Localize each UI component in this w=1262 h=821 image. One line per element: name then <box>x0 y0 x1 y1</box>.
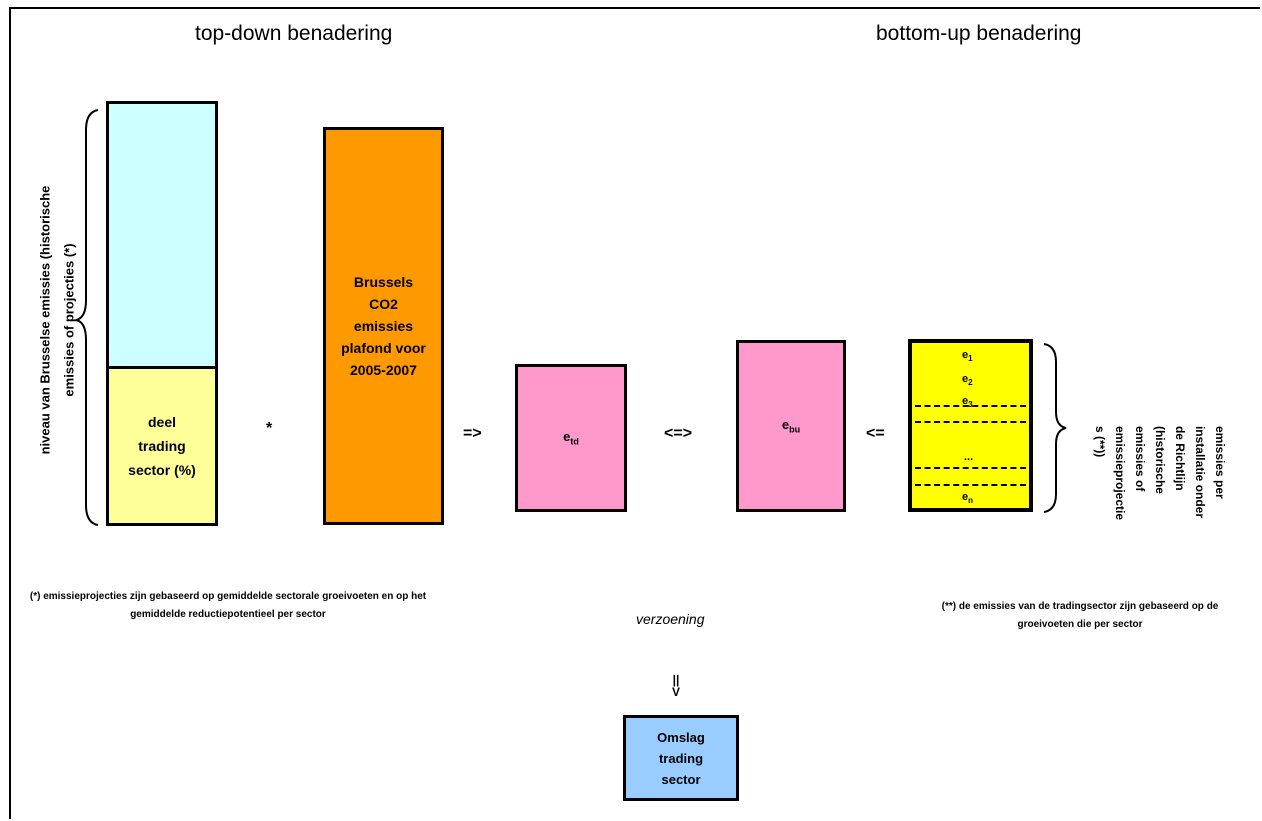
equivalence-arrow: <=> <box>664 425 693 442</box>
installation-row-5: en <box>962 491 974 506</box>
divider-4 <box>915 484 1026 486</box>
e-td-label: etd <box>563 429 579 447</box>
left-footnote: (*) emissieprojecties zijn gebaseerd op … <box>29 591 427 620</box>
diagram-frame <box>9 7 1260 819</box>
left-axis-line1: niveau van Brusselse emissies (historisc… <box>37 185 52 455</box>
installation-row-2: e2 <box>962 373 973 388</box>
right-axis-line3: de Richtlijn <box>1173 425 1187 491</box>
trading-sector-allocation-box: Omslag trading sector <box>623 715 739 801</box>
divider-3 <box>915 467 1026 469</box>
top-down-emissions-box: etd <box>515 364 627 512</box>
down-arrow-shaft: || <box>672 673 680 687</box>
right-axis-line4: (historische <box>1153 425 1167 494</box>
from-right-arrow: <= <box>866 425 885 442</box>
right-axis-line7: s (**)) <box>1093 425 1107 458</box>
trading-share-block: deel trading sector (%) <box>106 366 218 526</box>
divider-1 <box>915 405 1026 407</box>
multiply-symbol: * <box>266 420 273 437</box>
implies-arrow: => <box>463 425 482 442</box>
historical-emissions-block <box>106 101 218 369</box>
ceiling-line4: plafond voor <box>341 340 426 356</box>
title-bottom-up: bottom-up benadering <box>876 22 1082 45</box>
down-arrow: || V <box>672 674 680 698</box>
ceiling-line5: 2005-2007 <box>350 362 417 378</box>
right-axis-line5: emissies of <box>1133 425 1147 492</box>
installation-row-1: e1 <box>962 349 973 364</box>
left-brace <box>75 109 99 526</box>
e-bu-label: ebu <box>781 417 801 435</box>
result-line3: sector <box>661 771 701 787</box>
right-footnote: (**) de emissies van de tradingsector zi… <box>941 601 1219 630</box>
installations-box: e1 e2 e3 ... en <box>908 339 1033 512</box>
co2-ceiling-box: Brussels CO2 emissies plafond voor 2005-… <box>323 127 444 525</box>
down-arrow-head: V <box>672 685 681 699</box>
right-brace <box>1043 343 1067 513</box>
ceiling-line1: Brussels <box>353 274 414 290</box>
ceiling-line3: emissies <box>353 318 414 334</box>
ceiling-line2: CO2 <box>369 296 398 312</box>
right-axis-label: emissies per installatie onder de Richtl… <box>1040 398 1262 548</box>
title-top-down: top-down benadering <box>195 22 393 45</box>
share-line2: trading <box>138 438 186 454</box>
result-line1: Omslag <box>657 729 705 745</box>
result-line2: trading <box>658 750 704 766</box>
share-line3: sector (%) <box>128 462 196 478</box>
installation-row-4: ... <box>964 451 974 463</box>
right-axis-line2: installatie onder <box>1193 425 1207 518</box>
reconciliation-label: verzoening <box>636 611 705 627</box>
installation-row-3: e3 <box>962 395 973 410</box>
share-line1: deel <box>147 414 176 430</box>
right-axis-line1: emissies per <box>1213 425 1227 499</box>
right-axis-line6: emissieprojectie <box>1113 425 1127 521</box>
left-axis-line2: emissies of projecties (*) <box>61 243 76 397</box>
bottom-up-emissions-box: ebu <box>736 340 846 512</box>
divider-2 <box>915 421 1026 423</box>
